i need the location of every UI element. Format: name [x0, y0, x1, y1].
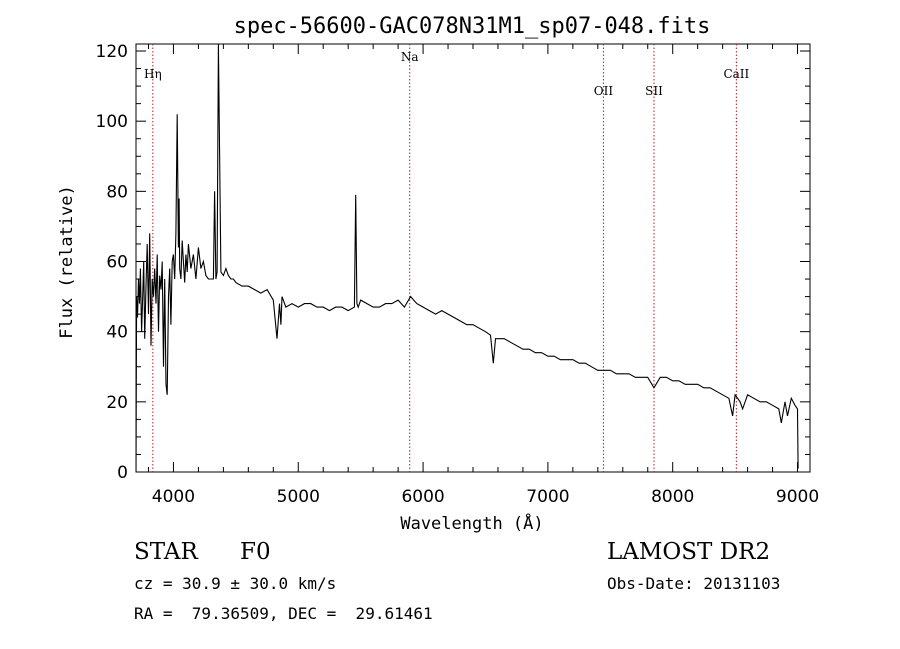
marker-label-0: Hη — [144, 67, 162, 81]
y-tick-label-0: 0 — [117, 463, 128, 483]
survey-name: LAMOST DR2 — [607, 539, 771, 565]
y-tick-label-20: 20 — [106, 393, 128, 413]
x-tick-label-5000: 5000 — [277, 487, 320, 507]
marker-label-2: OII — [594, 84, 614, 98]
x-tick-label-6000: 6000 — [401, 487, 444, 507]
plot-area: 4000 5000 6000 7000 8000 9000 0 20 40 60 80 100 120 H… — [96, 42, 820, 507]
redshift-text: cz = 30.9 ± 30.0 km/s — [134, 574, 337, 593]
spectral-subclass: F0 — [240, 539, 271, 565]
x-axis-label: Wavelength (Å) — [400, 512, 543, 534]
marker-label-4: CaII — [723, 67, 749, 81]
y-tick-label-100: 100 — [96, 112, 128, 132]
y-tick-label-80: 80 — [106, 182, 128, 202]
y-tick-label-120: 120 — [96, 42, 128, 62]
x-tick-label-7000: 7000 — [526, 487, 569, 507]
y-tick-label-60: 60 — [106, 253, 128, 273]
marker-label-1: Na — [401, 50, 419, 64]
y-tick-label-40: 40 — [106, 323, 128, 343]
y-axis-label: Flux (relative) — [57, 185, 77, 339]
x-tick-label-9000: 9000 — [776, 487, 819, 507]
x-tick-label-8000: 8000 — [651, 487, 694, 507]
obs-date: Obs-Date: 20131103 — [607, 574, 781, 593]
spectrum-line — [136, 44, 799, 472]
plot-frame — [135, 43, 811, 473]
chart-title: spec-56600-GAC078N31M1_sp07-048.fits — [234, 14, 711, 39]
coordinates: RA = 79.36509, DEC = 29.61461 — [134, 604, 433, 623]
object-class: STAR — [134, 539, 198, 565]
x-tick-label-4000: 4000 — [152, 487, 195, 507]
marker-label-3: SII — [645, 84, 663, 98]
